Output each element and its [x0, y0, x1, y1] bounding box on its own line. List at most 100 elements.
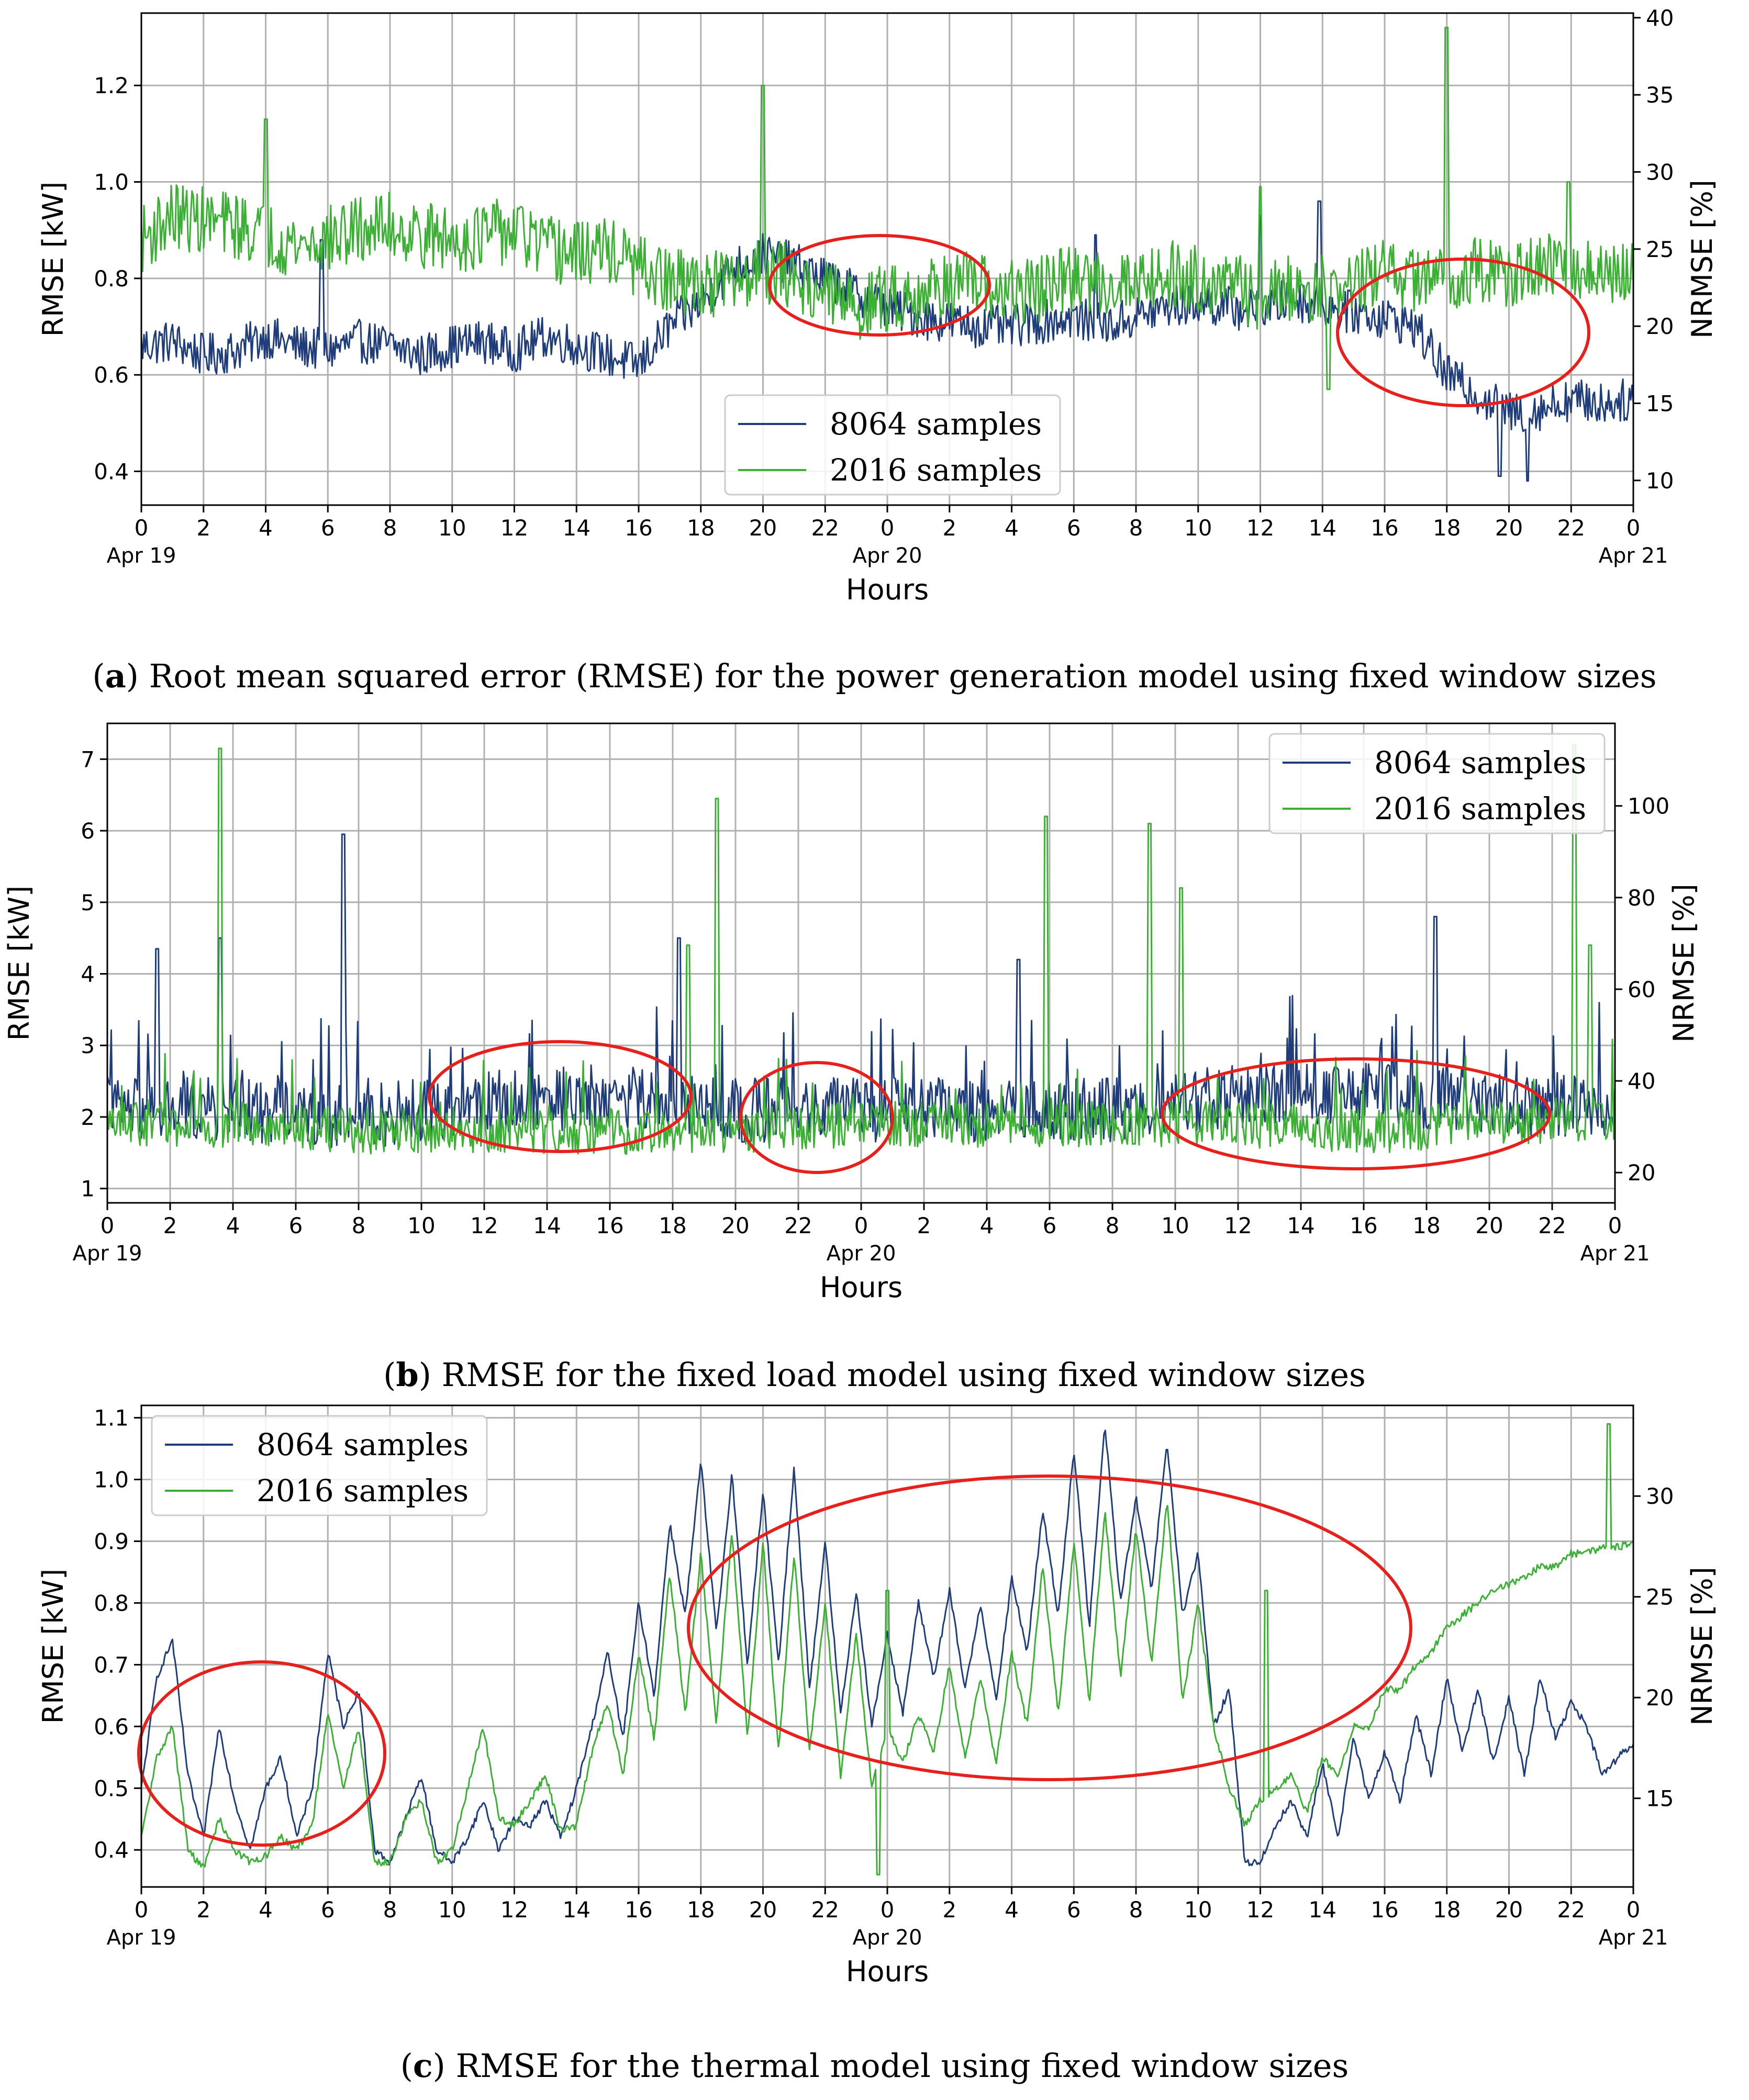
highlight-ellipse — [137, 1660, 386, 1847]
y-tick-label: 1.0 — [94, 1467, 129, 1493]
x-tick-label: 20 — [1495, 1897, 1523, 1923]
series-line-8064 — [140, 200, 1634, 482]
x-tick-label: 20 — [749, 1897, 777, 1923]
y-tick-label: 3 — [81, 1033, 95, 1058]
x-tick-label: 16 — [1371, 1897, 1398, 1923]
y-right-tick-label: 25 — [1646, 1584, 1674, 1610]
date-label: Apr 19 — [73, 1242, 142, 1266]
y-tick-label: 1.1 — [94, 1405, 129, 1431]
legend-label: 2016 samples — [257, 1473, 469, 1509]
x-tick-label: 2 — [163, 1213, 177, 1238]
y-tick-label: 2 — [81, 1104, 95, 1130]
x-tick-label: 10 — [438, 515, 466, 541]
x-tick-label: 6 — [321, 515, 335, 541]
y-right-tick-label: 40 — [1646, 5, 1674, 31]
y-tick-label: 7 — [81, 746, 95, 772]
x-tick-label: 6 — [1043, 1213, 1057, 1238]
x-tick-label: 18 — [687, 1897, 715, 1923]
y-tick-label: 1 — [81, 1176, 95, 1202]
x-tick-label: 8 — [1106, 1213, 1120, 1238]
x-tick-label: 0 — [854, 1213, 868, 1238]
x-tick-label: 4 — [1005, 515, 1019, 541]
y-right-tick-label: 30 — [1646, 160, 1674, 185]
chart-c: 0 2 4 6 8 10 12 14 16 18 20 22 0 2 4 6 8 10 12 14 16 18 20 22 0 A… — [37, 1404, 1719, 1988]
y-right-tick-label: 15 — [1646, 1786, 1674, 1812]
legend: 8064 samples 2016 samples — [724, 394, 1061, 496]
date-label: Apr 21 — [1599, 1926, 1668, 1950]
y-right-tick-label: 25 — [1646, 237, 1674, 262]
legend-label: 8064 samples — [830, 406, 1042, 442]
x-tick-label: 2 — [917, 1213, 931, 1238]
y-tick-label: 0.6 — [94, 362, 129, 388]
y-tick-label: 0.5 — [94, 1775, 129, 1801]
caption-b-text: RMSE for the fixed load model using fixe… — [441, 1356, 1366, 1394]
x-tick-label: 10 — [438, 1897, 466, 1923]
x-tick-label: 0 — [1627, 1897, 1641, 1923]
y-right-tick-label: 15 — [1646, 391, 1674, 417]
chart-b: 0 2 4 6 8 10 12 14 16 18 20 22 0 2 4 6 8 10 12 14 16 18 20 22 0A… — [3, 722, 1700, 1304]
y-tick-label: 0.7 — [94, 1652, 129, 1678]
date-label: Apr 20 — [827, 1242, 896, 1266]
x-tick-label: 20 — [721, 1213, 749, 1238]
x-tick-label: 6 — [1067, 515, 1081, 541]
y-right-axis-label: NRMSE [%] — [1686, 180, 1719, 339]
x-tick-label: 14 — [563, 1897, 591, 1923]
date-label: Apr 19 — [107, 544, 176, 568]
y-right-tick-label: 80 — [1628, 885, 1655, 911]
x-tick-label: 14 — [563, 515, 591, 541]
y-tick-label: 0.8 — [94, 1590, 129, 1616]
x-tick-label: 2 — [196, 515, 210, 541]
y-right-axis-label: NRMSE [%] — [1667, 884, 1700, 1043]
y-right-tick-label: 30 — [1646, 1483, 1674, 1509]
y-tick-label: 5 — [81, 890, 95, 915]
x-tick-label: 0 — [101, 1213, 115, 1238]
y-right-tick-label: 20 — [1646, 314, 1674, 339]
caption-a: (a) Root mean squared error (RMSE) for t… — [92, 657, 1657, 695]
y-axis-label: RMSE [kW] — [37, 182, 70, 337]
y-right-tick-label: 10 — [1646, 468, 1674, 494]
legend-label: 2016 samples — [830, 452, 1042, 488]
y-tick-label: 4 — [81, 962, 95, 987]
x-tick-label: 16 — [625, 1897, 652, 1923]
x-tick-label: 4 — [1005, 1897, 1019, 1923]
x-tick-label: 10 — [1184, 515, 1212, 541]
series-line-2016 — [106, 744, 1616, 1155]
x-tick-label: 14 — [1309, 515, 1336, 541]
caption-c-text: RMSE for the thermal model using fixed w… — [455, 2047, 1349, 2085]
highlight-ellipse — [768, 234, 991, 337]
x-tick-label: 6 — [321, 1897, 335, 1923]
x-tick-label: 22 — [784, 1213, 812, 1238]
date-label: Apr 20 — [853, 1926, 922, 1950]
caption-b: (b) RMSE for the fixed load model using … — [383, 1356, 1366, 1394]
y-right-tick-label: 35 — [1646, 82, 1674, 108]
x-tick-label: 12 — [470, 1213, 498, 1238]
legend-label: 8064 samples — [257, 1427, 469, 1462]
legend-label: 8064 samples — [1374, 745, 1586, 780]
legend-label: 2016 samples — [1374, 791, 1586, 826]
caption-a-text: Root mean squared error (RMSE) for the p… — [149, 657, 1657, 695]
y-tick-label: 0.8 — [94, 266, 129, 292]
x-axis-label: Hours — [846, 1955, 929, 1988]
caption-c-letter: c — [413, 2047, 433, 2085]
x-tick-label: 8 — [383, 1897, 397, 1923]
y-right-tick-label: 100 — [1628, 794, 1669, 819]
y-right-axis-label: NRMSE [%] — [1686, 1567, 1719, 1726]
x-tick-label: 10 — [1161, 1213, 1189, 1238]
x-tick-label: 8 — [383, 515, 397, 541]
x-tick-label: 14 — [1309, 1897, 1336, 1923]
y-tick-label: 0.4 — [94, 1837, 129, 1863]
x-tick-label: 22 — [811, 515, 839, 541]
highlight-ellipse — [1161, 1057, 1551, 1170]
highlight-ellipse — [739, 1061, 894, 1174]
x-tick-label: 18 — [1433, 515, 1461, 541]
y-tick-label: 1.2 — [94, 73, 129, 98]
x-tick-label: 12 — [1224, 1213, 1252, 1238]
y-axis-label: RMSE [kW] — [37, 1569, 70, 1724]
x-tick-label: 16 — [625, 515, 652, 541]
highlight-ellipse — [1336, 258, 1590, 407]
x-tick-label: 4 — [259, 1897, 273, 1923]
x-tick-label: 18 — [687, 515, 715, 541]
x-tick-label: 4 — [226, 1213, 240, 1238]
y-tick-label: 0.9 — [94, 1528, 129, 1554]
x-tick-label: 8 — [352, 1213, 366, 1238]
